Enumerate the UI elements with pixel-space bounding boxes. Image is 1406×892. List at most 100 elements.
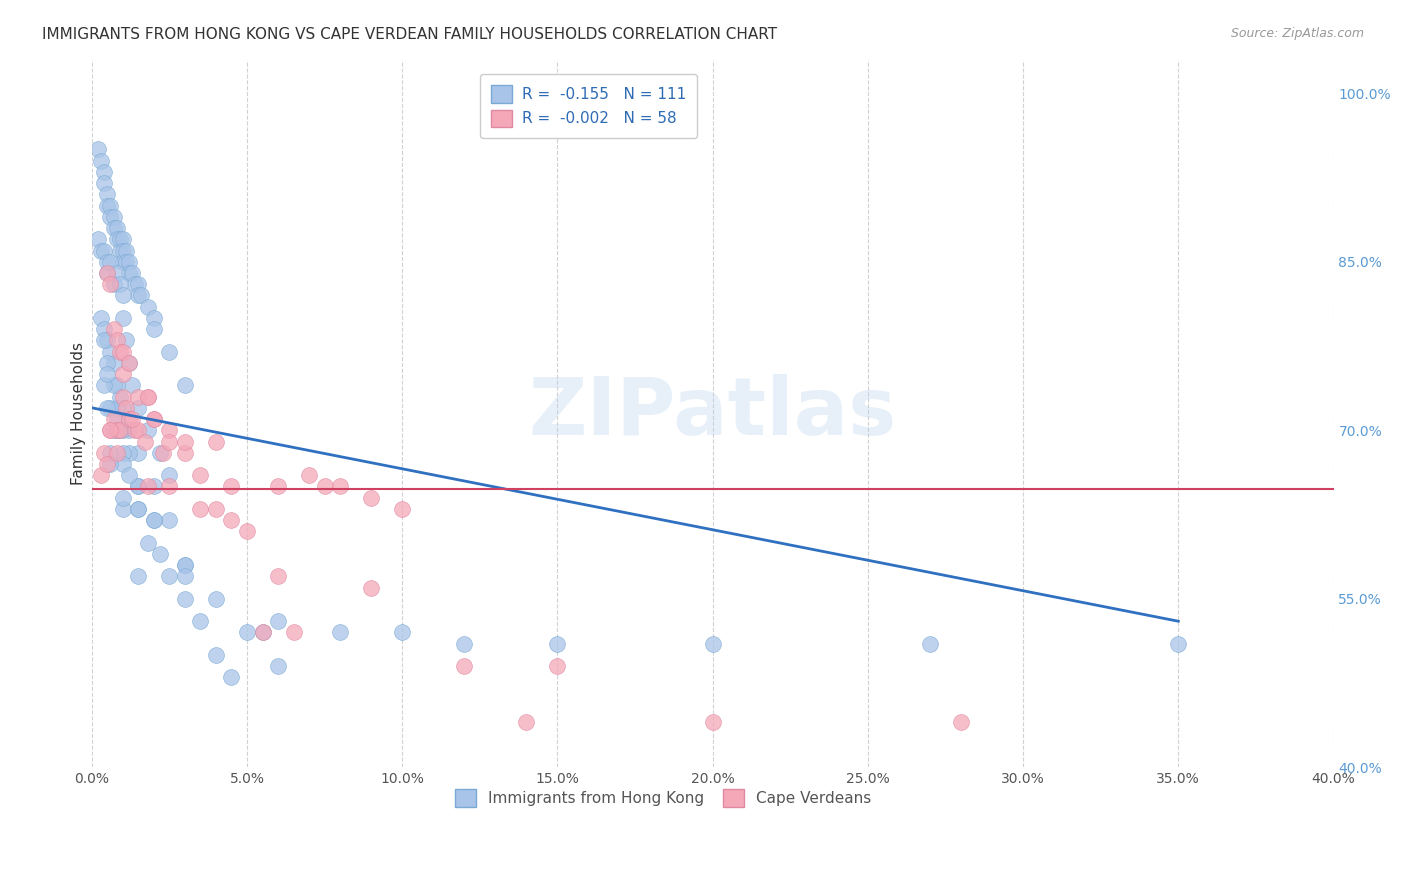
Point — [96, 367, 118, 381]
Point — [136, 423, 159, 437]
Point — [108, 390, 131, 404]
Point — [93, 378, 115, 392]
Point — [329, 625, 352, 640]
Point — [190, 614, 212, 628]
Point — [157, 434, 180, 449]
Point — [100, 344, 122, 359]
Point — [221, 479, 243, 493]
Point — [103, 322, 125, 336]
Point — [127, 423, 149, 437]
Point — [127, 479, 149, 493]
Point — [118, 254, 141, 268]
Point — [127, 390, 149, 404]
Point — [93, 165, 115, 179]
Point — [105, 423, 128, 437]
Point — [96, 187, 118, 202]
Point — [149, 547, 172, 561]
Point — [118, 266, 141, 280]
Point — [111, 244, 134, 258]
Point — [105, 378, 128, 392]
Point — [152, 446, 174, 460]
Point — [157, 344, 180, 359]
Point — [105, 412, 128, 426]
Point — [111, 310, 134, 325]
Point — [100, 210, 122, 224]
Point — [118, 356, 141, 370]
Point — [115, 401, 138, 415]
Point — [115, 254, 138, 268]
Point — [118, 412, 141, 426]
Point — [103, 412, 125, 426]
Legend: Immigrants from Hong Kong, Cape Verdeans: Immigrants from Hong Kong, Cape Verdeans — [446, 780, 880, 816]
Point — [93, 176, 115, 190]
Point — [221, 670, 243, 684]
Point — [96, 266, 118, 280]
Point — [142, 513, 165, 527]
Point — [546, 637, 568, 651]
Point — [157, 468, 180, 483]
Point — [236, 625, 259, 640]
Point — [108, 232, 131, 246]
Point — [136, 390, 159, 404]
Point — [108, 344, 131, 359]
Point — [157, 423, 180, 437]
Point — [205, 502, 228, 516]
Point — [111, 288, 134, 302]
Point — [103, 356, 125, 370]
Text: Source: ZipAtlas.com: Source: ZipAtlas.com — [1230, 27, 1364, 40]
Point — [105, 266, 128, 280]
Point — [221, 513, 243, 527]
Point — [267, 659, 290, 673]
Point — [142, 412, 165, 426]
Point — [90, 310, 112, 325]
Point — [127, 277, 149, 292]
Point — [174, 558, 197, 572]
Point — [93, 446, 115, 460]
Point — [127, 569, 149, 583]
Point — [108, 423, 131, 437]
Point — [93, 322, 115, 336]
Point — [90, 153, 112, 168]
Point — [127, 502, 149, 516]
Point — [111, 367, 134, 381]
Point — [121, 266, 143, 280]
Point — [131, 288, 153, 302]
Point — [142, 513, 165, 527]
Point — [329, 479, 352, 493]
Point — [134, 434, 156, 449]
Point — [391, 502, 413, 516]
Point — [205, 434, 228, 449]
Point — [96, 457, 118, 471]
Point — [96, 266, 118, 280]
Point — [100, 446, 122, 460]
Point — [111, 401, 134, 415]
Point — [142, 322, 165, 336]
Point — [103, 378, 125, 392]
Point — [103, 423, 125, 437]
Point — [702, 637, 724, 651]
Point — [127, 401, 149, 415]
Point — [90, 468, 112, 483]
Point — [205, 591, 228, 606]
Point — [124, 277, 146, 292]
Point — [103, 221, 125, 235]
Point — [174, 569, 197, 583]
Point — [118, 423, 141, 437]
Point — [96, 401, 118, 415]
Point — [1167, 637, 1189, 651]
Point — [190, 502, 212, 516]
Point — [283, 625, 305, 640]
Point — [136, 300, 159, 314]
Point — [136, 479, 159, 493]
Point — [96, 199, 118, 213]
Point — [105, 401, 128, 415]
Point — [96, 254, 118, 268]
Point — [515, 715, 537, 730]
Point — [100, 199, 122, 213]
Point — [127, 502, 149, 516]
Point — [100, 277, 122, 292]
Point — [236, 524, 259, 539]
Point — [118, 468, 141, 483]
Point — [298, 468, 321, 483]
Point — [93, 334, 115, 348]
